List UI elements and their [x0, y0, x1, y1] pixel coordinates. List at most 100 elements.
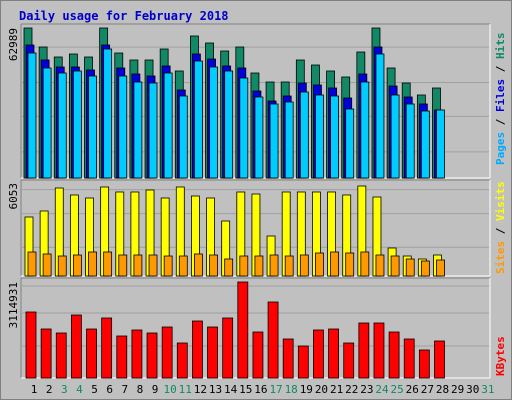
sites-bar-day-9	[148, 254, 158, 277]
pages-bar-day-13	[209, 66, 218, 179]
kbytes-bar-day-13	[207, 326, 218, 379]
day-label-24: 24	[375, 383, 389, 396]
kbytes-bar-day-27	[418, 349, 430, 379]
sites-bar-day-24	[375, 254, 385, 277]
kbytes-bar-day-21	[328, 328, 339, 379]
day-label-29: 29	[451, 383, 464, 396]
sites-bar-day-25	[390, 255, 400, 277]
chart-title: Daily usage for February 2018	[19, 9, 229, 23]
sites-bar-day-23	[360, 251, 370, 277]
sites-bar-day-2	[42, 253, 52, 277]
kbytes-bar-day-22	[343, 342, 355, 379]
kbytes-bar-day-20	[313, 329, 324, 379]
pages-bar-day-10	[163, 72, 173, 179]
kbytes-bar-day-17	[267, 301, 279, 379]
day-label-15: 15	[239, 383, 252, 396]
sites-bar-day-16	[254, 255, 264, 277]
pages-bar-day-24	[375, 53, 385, 179]
kbytes-bar-day-25	[388, 331, 400, 379]
sites-bar-day-1	[27, 251, 37, 277]
pages-bar-day-3	[57, 72, 67, 179]
day-label-26: 26	[406, 383, 419, 396]
legend-sites-visits: Sites / Visits	[494, 181, 507, 274]
sites-bar-day-17	[269, 254, 279, 277]
sites-bar-day-13	[209, 254, 218, 277]
pages-bar-day-22	[345, 108, 355, 179]
pages-bar-day-15	[239, 77, 249, 179]
pages-bar-day-27	[420, 110, 430, 179]
sites-bar-day-4	[72, 254, 82, 277]
pages-bar-day-21	[330, 95, 339, 179]
pages-bar-day-6	[103, 48, 113, 179]
kbytes-bar-day-12	[192, 320, 203, 379]
sites-bar-day-6	[103, 251, 113, 277]
day-label-3: 3	[61, 383, 68, 396]
kbytes-bar-day-3	[55, 332, 67, 379]
day-label-11: 11	[179, 383, 192, 396]
day-label-31: 31	[481, 383, 494, 396]
kbytes-bar-day-7	[116, 335, 128, 379]
day-label-23: 23	[360, 383, 373, 396]
day-label-16: 16	[254, 383, 267, 396]
pages-bar-day-23	[360, 81, 370, 179]
pages-bar-day-17	[269, 103, 279, 179]
sites-bar-day-26	[405, 258, 415, 277]
sites-bar-day-8	[133, 254, 143, 277]
pages-bar-day-12	[194, 60, 203, 179]
day-label-10: 10	[164, 383, 177, 396]
day-label-20: 20	[315, 383, 328, 396]
pages-bar-day-19	[299, 91, 309, 179]
sites-bar-day-19	[299, 254, 309, 277]
kbytes-bar-day-28	[434, 340, 445, 379]
kbytes-bar-day-8	[131, 329, 143, 379]
day-label-25: 25	[390, 383, 403, 396]
pages-bar-day-1	[27, 52, 37, 179]
sites-bar-day-21	[330, 251, 339, 277]
pages-bar-day-2	[42, 67, 52, 179]
kbytes-bar-day-19	[297, 345, 309, 379]
pages-bar-day-16	[254, 96, 264, 179]
kbytes-bar-day-9	[146, 332, 158, 379]
pages-bar-day-28	[436, 109, 445, 179]
day-label-17: 17	[269, 383, 282, 396]
kbytes-bar-day-24	[373, 322, 385, 379]
day-label-14: 14	[224, 383, 238, 396]
max-label-kbytes: 3114931	[7, 282, 20, 328]
sites-bar-day-22	[345, 252, 355, 277]
kbytes-bar-day-26	[403, 338, 415, 379]
sites-bar-day-15	[239, 255, 249, 277]
kbytes-bar-day-10	[161, 326, 173, 379]
legend-pages-files-hits: Pages / Files / Hits	[494, 33, 507, 166]
day-label-8: 8	[137, 383, 144, 396]
pages-bar-day-26	[405, 103, 415, 179]
day-label-18: 18	[285, 383, 298, 396]
sites-bar-day-10	[163, 255, 173, 277]
pages-bar-day-5	[88, 75, 97, 179]
sites-bar-day-14	[224, 258, 234, 277]
kbytes-bar-day-14	[222, 317, 234, 379]
kbytes-bar-day-18	[282, 338, 294, 379]
sites-bar-day-12	[194, 253, 203, 277]
day-label-2: 2	[46, 383, 53, 396]
max-label-visits-sites: 6053	[7, 183, 20, 210]
kbytes-bar-day-2	[40, 328, 52, 379]
pages-bar-day-7	[118, 75, 128, 179]
day-label-27: 27	[421, 383, 434, 396]
pages-bar-day-8	[133, 81, 143, 179]
day-label-21: 21	[330, 383, 343, 396]
day-label-13: 13	[209, 383, 222, 396]
sites-bar-day-5	[88, 251, 97, 277]
kbytes-bar-day-5	[86, 328, 97, 379]
kbytes-bar-day-15	[237, 281, 249, 379]
day-label-22: 22	[345, 383, 358, 396]
sites-bar-day-7	[118, 254, 128, 277]
sites-bar-day-3	[57, 255, 67, 277]
kbytes-bar-day-11	[176, 342, 188, 379]
sites-bar-day-27	[420, 260, 430, 277]
day-label-6: 6	[106, 383, 113, 396]
sites-bar-day-18	[284, 255, 294, 277]
kbytes-bar-day-6	[101, 317, 113, 379]
day-label-12: 12	[194, 383, 207, 396]
pages-bar-day-18	[284, 101, 294, 179]
